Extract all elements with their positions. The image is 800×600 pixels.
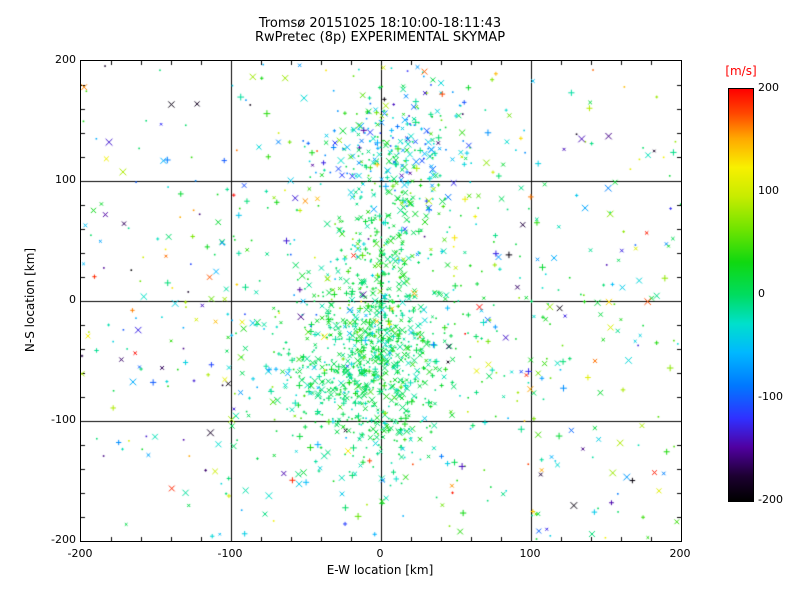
x-tick-label: -200 [67,547,93,560]
y-tick-label: 0 [69,293,76,306]
y-tick-label: -100 [51,413,76,426]
colorbar [728,88,754,502]
colorbar-tick-label: 0 [758,287,765,300]
plot-title: Tromsø 20151025 18:10:00-18:11:43 [258,16,502,31]
plot-area [80,60,682,542]
x-tick-label: -100 [217,547,243,560]
colorbar-unit-label: [m/s] [725,64,757,78]
y-tick-label: 200 [55,53,76,66]
scatter-canvas [81,61,681,541]
y-tick-label: 100 [55,173,76,186]
y-tick-label: -200 [51,533,76,546]
plot-subtitle: RwPretec (8p) EXPERIMENTAL SKYMAP [254,30,506,45]
colorbar-tick-label: -200 [758,493,783,506]
x-tick-label: 200 [669,547,691,560]
colorbar-tick-label: -100 [758,390,783,403]
colorbar-tick-label: 200 [758,81,779,94]
y-axis-label: N-S location [km] [23,247,37,353]
x-tick-label: 100 [519,547,541,560]
colorbar-tick-label: 100 [758,184,779,197]
x-tick-label: 0 [376,547,384,560]
x-axis-label: E-W location [km] [326,563,434,577]
